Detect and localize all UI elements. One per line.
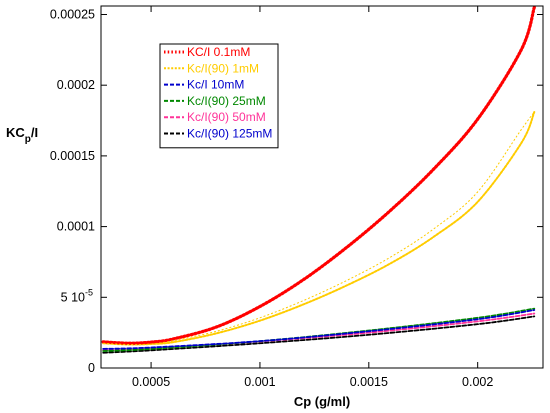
series-line-replicate <box>103 111 535 346</box>
legend-label: KC/I 0.1mM <box>187 45 250 59</box>
plot-frame <box>100 5 544 369</box>
y-axis-label-suffix: /I <box>31 125 38 140</box>
y-tick-label: 0 <box>88 361 95 375</box>
series-line <box>101 5 536 345</box>
x-tick-label: 0.002 <box>462 375 493 389</box>
series-line <box>102 309 536 350</box>
ticks <box>101 6 543 369</box>
y-axis-label-main: KC <box>6 125 25 140</box>
tick-labels: 0.0005 0.001 0.0015 0.002 0 5 10-5 0.0001 0.000… <box>50 7 494 389</box>
y-tick-label: 0.0002 <box>57 78 95 92</box>
x-axis-label: Cp (g/ml) <box>294 394 350 409</box>
legend-label: Kc/I 10mM <box>187 78 244 92</box>
y-tick-label: 0.00025 <box>50 7 95 21</box>
y-tick-label: 0.0001 <box>57 220 95 234</box>
y-tick-label: 0.00015 <box>50 149 95 163</box>
y-axis-label: KCp/I <box>6 125 38 145</box>
series-line <box>102 111 536 346</box>
series-line <box>102 315 536 354</box>
series-line <box>102 307 536 352</box>
y-axis-label-sub: p <box>25 134 31 145</box>
legend: KC/I 0.1mM Kc/I(90) 1mM Kc/I 10mM Kc/I(90) … <box>159 43 279 149</box>
legend-label: Kc/I(90) 125mM <box>187 127 272 141</box>
x-tick-label: 0.0015 <box>350 375 388 389</box>
x-tick-label: 0.0005 <box>132 375 170 389</box>
y-tick-label: 5 10-5 <box>61 287 93 304</box>
plot-lines <box>101 5 536 354</box>
legend-label: Kc/I(90) 1mM <box>187 61 259 75</box>
legend-box <box>159 43 279 149</box>
legend-label: Kc/I(90) 25mM <box>187 94 266 108</box>
x-tick-label: 0.001 <box>244 375 275 389</box>
legend-label: Kc/I(90) 50mM <box>187 110 266 124</box>
